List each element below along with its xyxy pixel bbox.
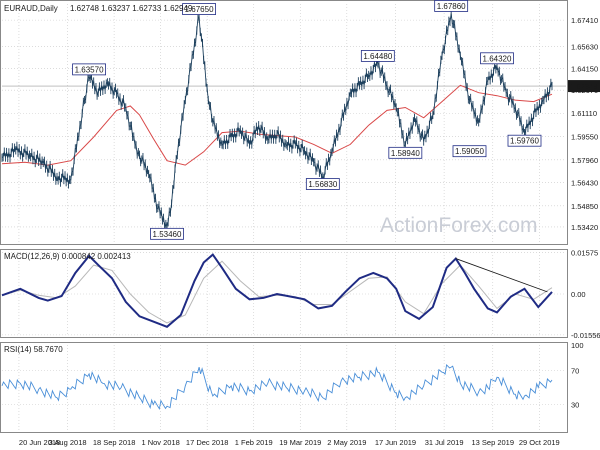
price-callout-box — [182, 3, 216, 15]
watermark: ActionForex.com — [380, 214, 538, 237]
rsi-panel-title: RSI(14) 58.7670 — [4, 345, 63, 354]
x-tick-label: 3 Aug 2018 — [49, 438, 87, 447]
price-y-tick-label: 1.59550 — [571, 132, 598, 141]
rsi-y-tick-label: 70 — [571, 367, 579, 376]
price-y-tick-label: 1.65630 — [571, 42, 598, 51]
macd-layer — [1, 253, 553, 328]
price-y-tick-label: 1.67410 — [571, 16, 598, 25]
price-callout-label: 1.59050 — [455, 147, 484, 156]
price-callout-box — [388, 146, 423, 159]
price-layer: 1.63570 1.53460 1.67650 1.56830 1.64480 1.589… — [1, 0, 566, 240]
x-tick-label: 2 May 2019 — [327, 438, 366, 447]
price-panel-frame — [0, 0, 568, 245]
price-callout-box — [150, 227, 184, 240]
macd-signal-line — [1, 260, 553, 324]
current-price-label: 1.62949 — [570, 82, 597, 91]
x-tick-label: 31 Jul 2019 — [425, 438, 464, 447]
price-callout-box — [480, 52, 514, 65]
macd-trendline — [455, 258, 548, 293]
x-tick-label: 13 Sep 2019 — [471, 438, 514, 447]
price-callout-box — [305, 178, 340, 190]
price-callout-label: 1.64480 — [363, 52, 392, 61]
price-callout-box — [452, 145, 487, 158]
x-tick-label: 29 Oct 2019 — [519, 438, 560, 447]
macd-panel-frame — [0, 249, 568, 338]
price-y-tick-label: 1.64150 — [571, 64, 598, 73]
macd-y-tick-label: 0.00 — [571, 290, 586, 299]
price-callout-label: 1.63570 — [75, 65, 104, 74]
price-callout-label: 1.67650 — [185, 5, 214, 14]
price-callout-label: 1.53460 — [153, 230, 182, 239]
macd-y-tick-label: 0.01575 — [571, 249, 598, 258]
price-line — [1, 13, 553, 229]
x-tick-label: 19 Mar 2019 — [279, 438, 321, 447]
price-callout-box — [72, 63, 106, 76]
x-tick-label: 17 Dec 2018 — [186, 438, 229, 447]
price-callout-label: 1.58940 — [391, 149, 420, 158]
rsi-y-tick-label: 100 — [571, 341, 584, 350]
price-y-tick-label: 1.56430 — [571, 178, 598, 187]
price-callout-label: 1.64320 — [483, 54, 512, 63]
price-ohlc-header: 1.62748 1.63237 1.62733 1.62949 — [70, 4, 193, 13]
macd-panel-title: MACD(12,26,9) 0.000842 0.002413 — [4, 252, 131, 261]
price-y-tick-label: 1.53420 — [571, 223, 598, 232]
x-tick-label: 18 Sep 2018 — [93, 438, 136, 447]
rsi-y-tick-label: 30 — [571, 401, 579, 410]
price-callout-box — [434, 0, 469, 12]
price-callout-box — [360, 50, 395, 62]
x-tick-label: 1 Feb 2019 — [235, 438, 273, 447]
rsi-layer — [1, 363, 553, 411]
price-callout-label: 1.67860 — [437, 2, 466, 11]
current-price-tag — [568, 80, 600, 93]
rsi-line — [1, 363, 553, 411]
price-panel-title: EURAUD,Daily — [4, 4, 58, 13]
price-y-tick-label: 1.57960 — [571, 156, 598, 165]
x-tick-label: 17 Jun 2019 — [375, 438, 416, 447]
price-callout-label: 1.56830 — [308, 180, 337, 189]
x-tick-label: 1 Nov 2018 — [141, 438, 179, 447]
macd-line — [1, 253, 553, 328]
x-tick-label: 20 Jun 2018 — [19, 438, 60, 447]
price-callout-label: 1.59760 — [510, 137, 539, 146]
price-y-tick-label: 1.61110 — [571, 109, 597, 118]
macd-y-tick-label: -0.015568 — [571, 331, 600, 340]
rsi-panel-frame — [0, 342, 568, 433]
price-callout-box — [507, 134, 542, 147]
price-y-tick-label: 1.54850 — [571, 202, 598, 211]
